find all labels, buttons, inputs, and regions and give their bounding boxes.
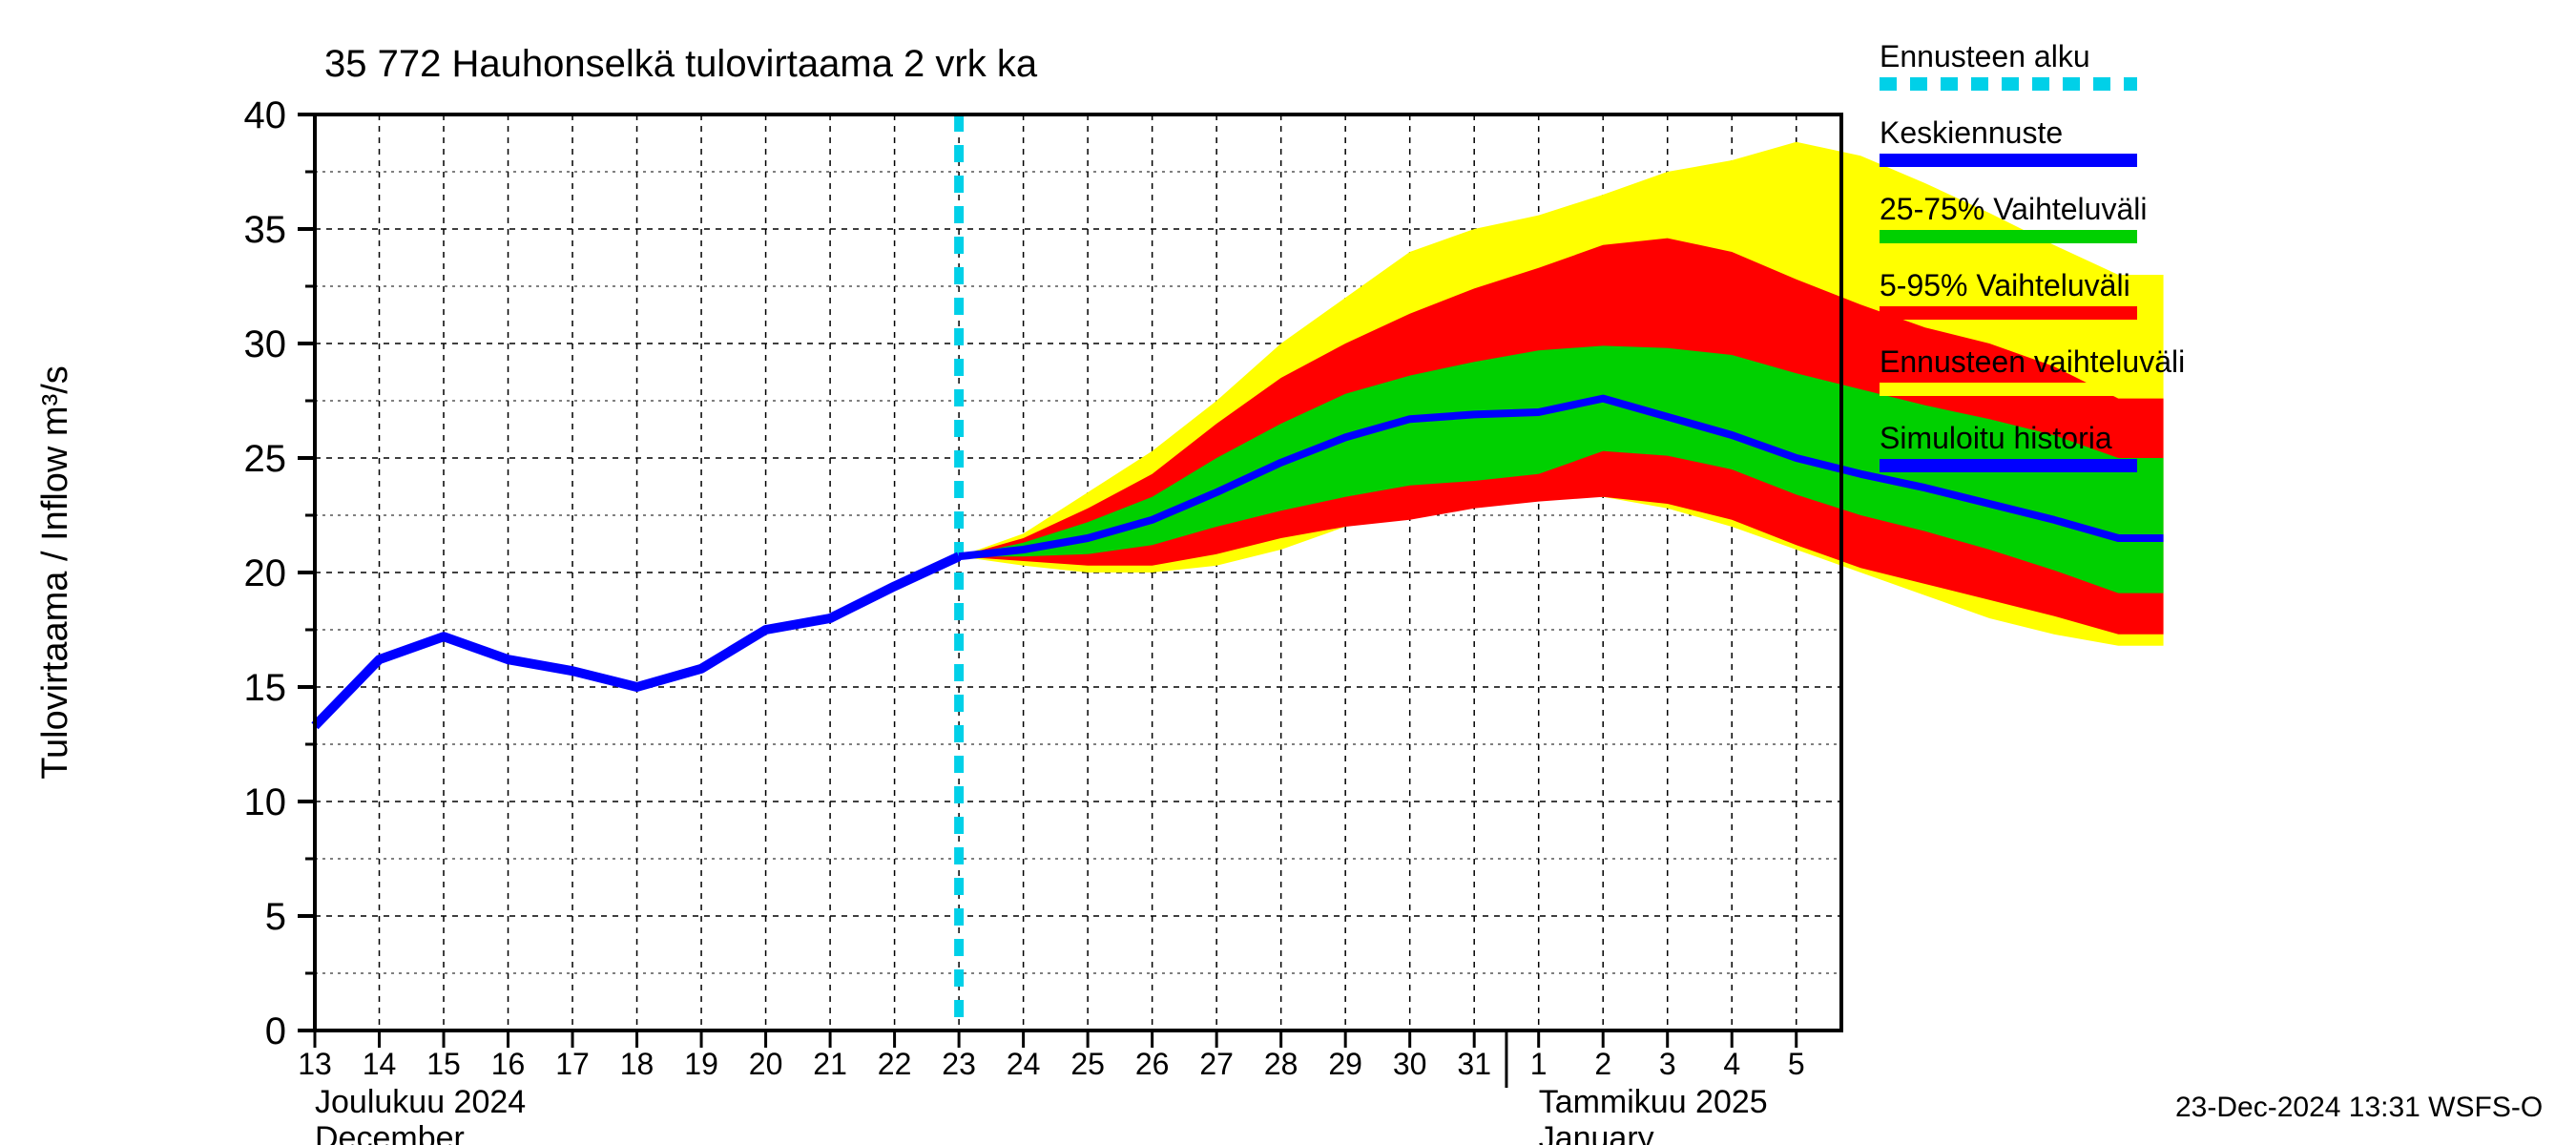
legend-label: Simuloitu historia	[1880, 421, 2112, 455]
x-tick-label: 5	[1788, 1047, 1805, 1081]
chart-footer: 23-Dec-2024 13:31 WSFS-O	[2175, 1092, 2543, 1123]
x-tick-label: 24	[1007, 1047, 1041, 1081]
x-month-label: January	[1539, 1120, 1654, 1145]
legend-label: Ennusteen alku	[1880, 39, 2090, 73]
x-tick-label: 1	[1530, 1047, 1548, 1081]
x-tick-label: 22	[878, 1047, 912, 1081]
x-tick-label: 26	[1135, 1047, 1170, 1081]
x-tick-label: 19	[684, 1047, 718, 1081]
x-tick-label: 3	[1659, 1047, 1676, 1081]
x-tick-label: 20	[749, 1047, 783, 1081]
legend-label: 5-95% Vaihteluväli	[1880, 268, 2130, 302]
chart-svg: 0510152025303540131415161718192021222324…	[0, 0, 2576, 1145]
y-axis-label: Tulovirtaama / Inflow m³/s	[35, 365, 75, 780]
x-tick-label: 13	[298, 1047, 332, 1081]
x-tick-label: 18	[620, 1047, 654, 1081]
legend-label: Ennusteen vaihteluväli	[1880, 344, 2185, 379]
x-tick-label: 27	[1199, 1047, 1234, 1081]
y-tick-label: 5	[265, 896, 286, 938]
x-tick-label: 17	[555, 1047, 590, 1081]
x-tick-label: 30	[1393, 1047, 1427, 1081]
y-tick-label: 10	[244, 781, 287, 823]
x-tick-label: 4	[1723, 1047, 1740, 1081]
legend-label: 25-75% Vaihteluväli	[1880, 192, 2147, 226]
legend-label: Keskiennuste	[1880, 115, 2063, 150]
x-month-label: Joulukuu 2024	[315, 1084, 526, 1120]
y-tick-label: 25	[244, 438, 287, 480]
y-tick-label: 20	[244, 552, 287, 594]
x-tick-label: 16	[491, 1047, 526, 1081]
x-tick-label: 25	[1070, 1047, 1105, 1081]
y-tick-label: 15	[244, 667, 287, 709]
x-tick-label: 23	[942, 1047, 976, 1081]
y-tick-label: 35	[244, 209, 287, 251]
y-tick-label: 40	[244, 94, 287, 136]
x-month-label: Tammikuu 2025	[1539, 1084, 1768, 1120]
chart-container: 0510152025303540131415161718192021222324…	[0, 0, 2576, 1145]
chart-title: 35 772 Hauhonselkä tulovirtaama 2 vrk ka	[324, 43, 1038, 85]
x-tick-label: 14	[363, 1047, 397, 1081]
x-tick-label: 21	[813, 1047, 847, 1081]
x-tick-label: 29	[1328, 1047, 1362, 1081]
y-tick-label: 30	[244, 323, 287, 365]
x-tick-label: 28	[1264, 1047, 1298, 1081]
x-tick-label: 2	[1594, 1047, 1611, 1081]
x-month-label: December	[315, 1120, 465, 1145]
x-tick-label: 31	[1457, 1047, 1491, 1081]
y-tick-label: 0	[265, 1010, 286, 1052]
x-tick-label: 15	[426, 1047, 461, 1081]
